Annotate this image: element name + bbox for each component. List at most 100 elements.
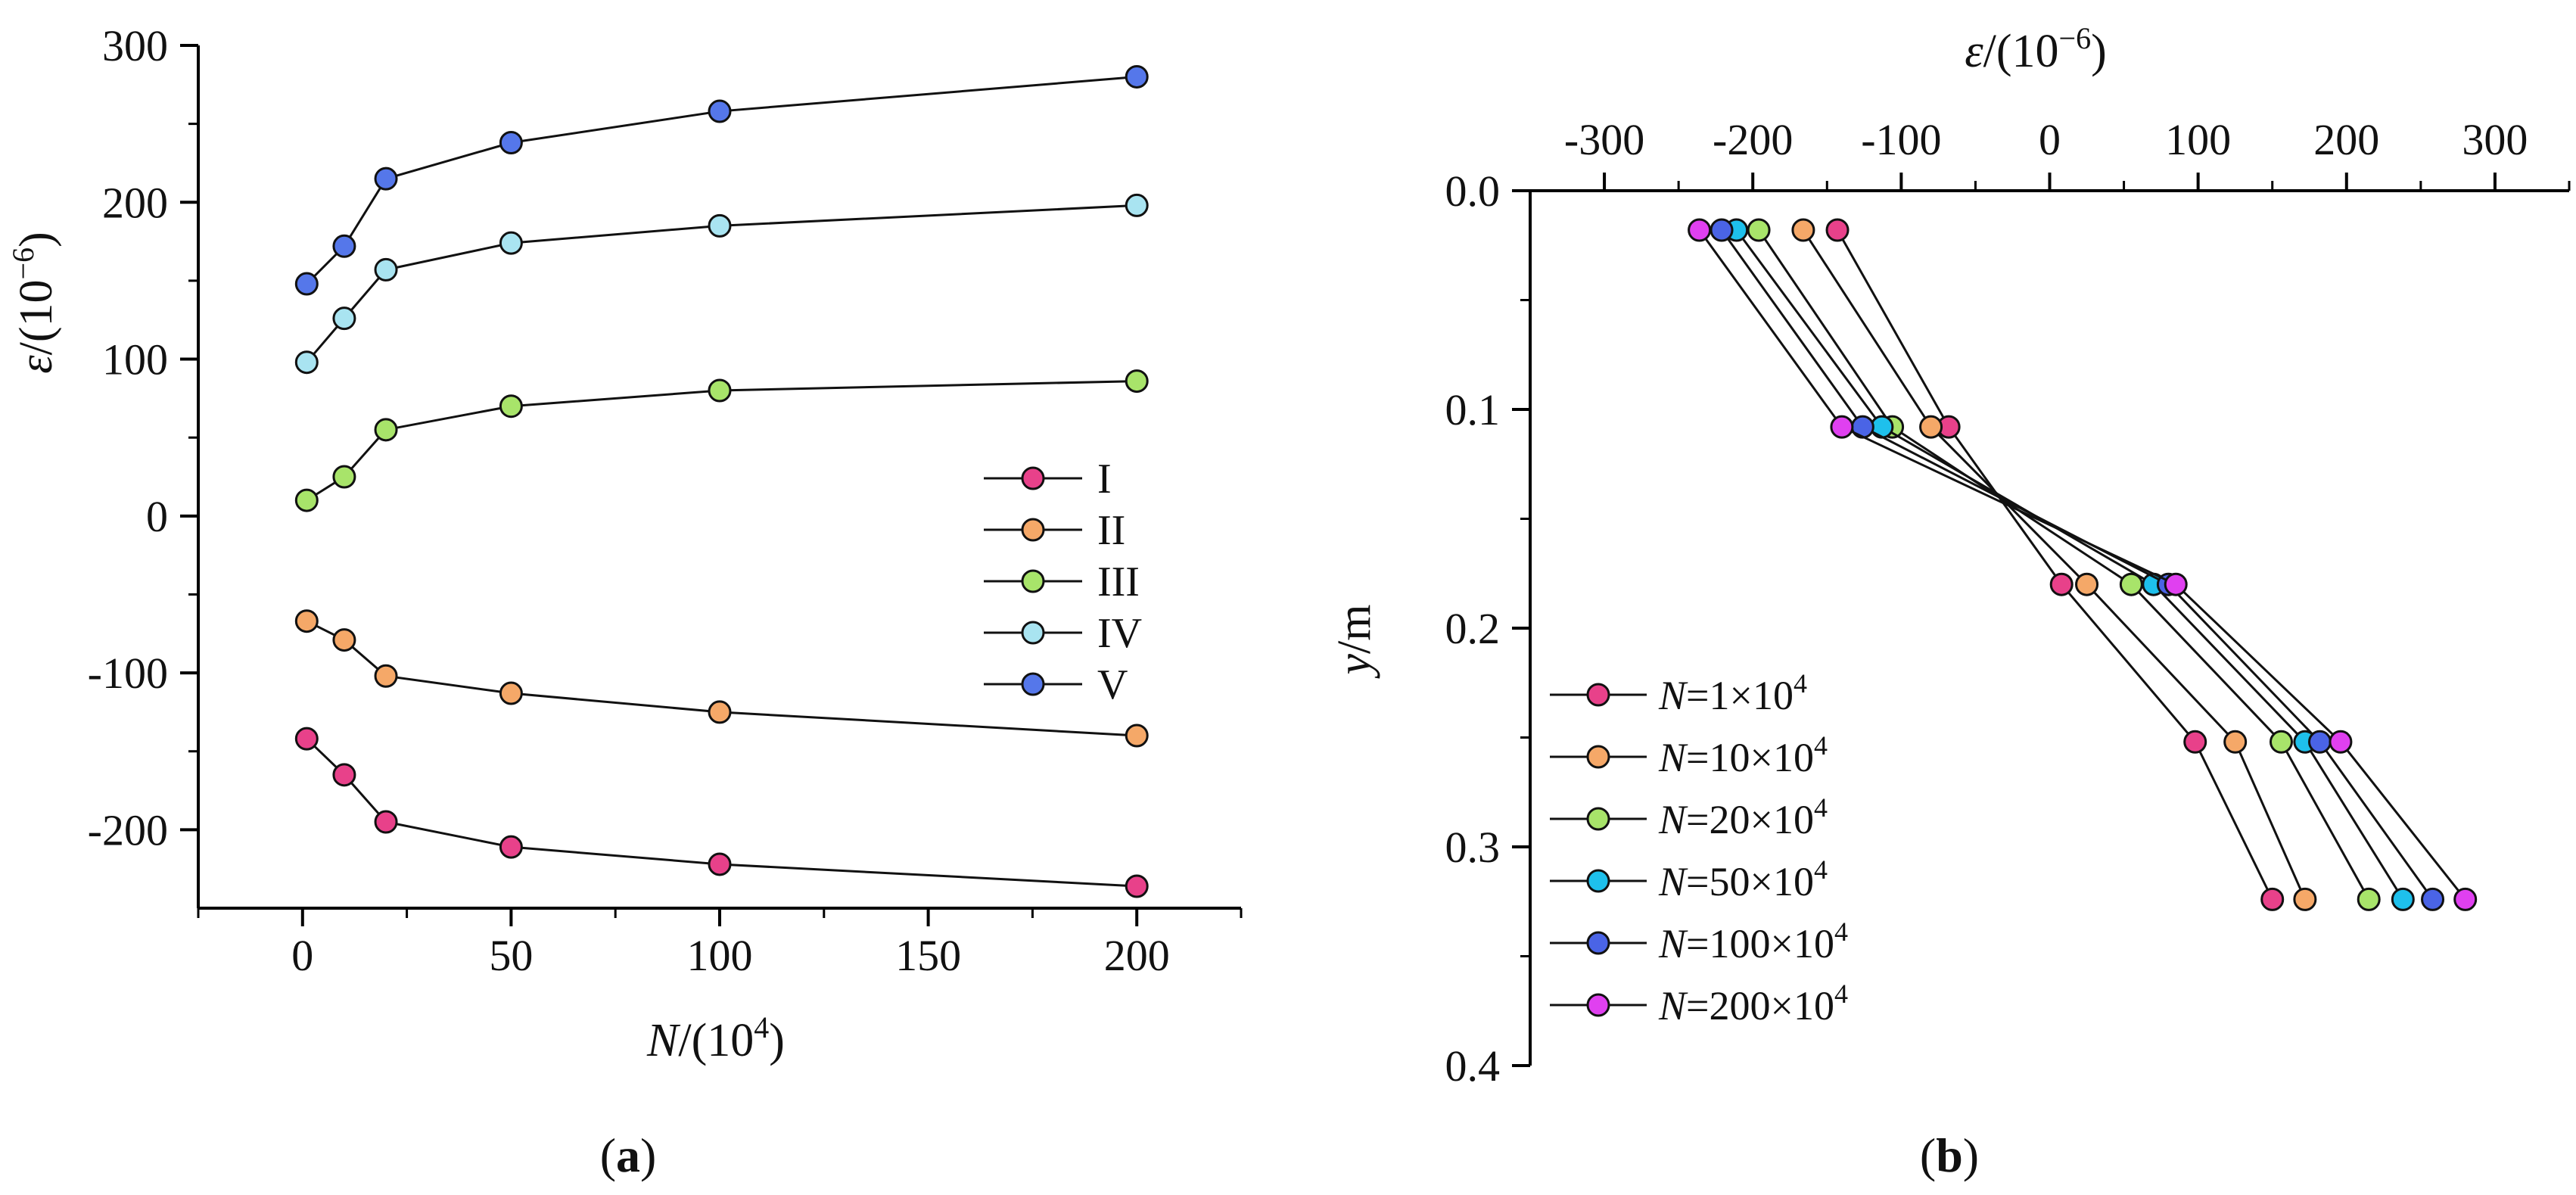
panel-a-legend-marker xyxy=(1021,518,1045,542)
panel-a-y-tick-label: -100 xyxy=(88,649,168,698)
panel-a-data-point xyxy=(499,231,523,255)
panel-a-legend-item: III xyxy=(984,559,1140,605)
panel-a-legend-label: III xyxy=(1097,559,1140,605)
panel-a-legend-label: IV xyxy=(1097,610,1142,657)
panel-a-xlabel-close: ) xyxy=(769,1015,785,1066)
panel-b-label-letter: b xyxy=(1936,1128,1963,1182)
panel-a-x-tick-label: 50 xyxy=(489,931,533,980)
panel-b-y-tick-label: 0.1 xyxy=(1445,385,1501,434)
panel-b-series-2 xyxy=(1791,218,2317,911)
panel-a-y-tick-label: 200 xyxy=(102,178,168,227)
panel-a-data-point xyxy=(374,664,398,688)
panel-b-x-tick-label: -300 xyxy=(1564,115,1644,164)
panel-a-data-point xyxy=(1125,193,1149,217)
panel-b-legend-marker xyxy=(1586,745,1610,769)
panel-b-series-6 xyxy=(1688,218,2478,911)
panel-a-data-point xyxy=(332,763,356,787)
panel-a-data-point xyxy=(374,810,398,834)
panel-a-data-point xyxy=(374,166,398,191)
panel-b-ylabel-var: y xyxy=(1329,653,1380,679)
panel-a-data-point xyxy=(708,700,732,724)
panel-b-legend-marker xyxy=(1586,683,1610,707)
panel-b-data-point xyxy=(2357,887,2381,911)
panel-b-xlabel-exp: −6 xyxy=(2059,21,2092,55)
panel-a-data-point xyxy=(1125,874,1149,898)
panel-a-data-point xyxy=(499,394,523,419)
panel-b-data-point xyxy=(2183,730,2207,754)
panel-b-chart: -300 -200 -100 0 100 200 300 0.0 0.1 0.2 0.3 0.4 N=… xyxy=(1329,21,2571,1182)
panel-a-ylabel-close: ) xyxy=(11,232,62,247)
panel-b-legend-label: N=50×104 xyxy=(1658,854,1828,904)
panel-a-x-tick-label: 0 xyxy=(291,931,313,980)
panel-b-xlabel-unit: /(10 xyxy=(1983,26,2059,77)
panel-a-data-point xyxy=(708,99,732,123)
panel-b-x-tick-label: 100 xyxy=(2165,115,2231,164)
panel-a-data-point xyxy=(1125,369,1149,394)
panel-b-xlabel-close: ) xyxy=(2091,26,2107,77)
panel-b-ticks: -300 -200 -100 0 100 200 300 0.0 0.1 0.2 0.3 0.4 xyxy=(1445,115,2571,1091)
panel-a-xlabel-var: N xyxy=(646,1015,681,1066)
panel-b-legend-label: N=100×104 xyxy=(1658,916,1848,966)
panel-b-y-tick-label: 0.3 xyxy=(1445,823,1501,872)
panel-a-label: (a) xyxy=(600,1128,657,1182)
panel-b-legend-marker xyxy=(1586,931,1610,955)
panel-a-ylabel-var: ε xyxy=(11,355,62,374)
panel-b-data-point xyxy=(1830,415,1854,439)
panel-b-data-point xyxy=(2329,730,2353,754)
panel-b-data-point xyxy=(2307,730,2332,754)
panel-a-xlabel-exp: 4 xyxy=(754,1010,769,1044)
panel-a-data-point xyxy=(1125,724,1149,748)
panel-b-x-tick-label: -100 xyxy=(1861,115,1941,164)
panel-b-legend-item: N=1×104 xyxy=(1550,668,1807,718)
panel-b-data-point xyxy=(2421,887,2445,911)
panel-a-data-point xyxy=(374,257,398,282)
panel-a-data-point xyxy=(294,609,319,633)
panel-b-series-line xyxy=(1720,229,2434,901)
panel-b-x-tick-label: 0 xyxy=(2039,115,2061,164)
panel-b-legend-item: N=100×104 xyxy=(1550,916,1848,966)
panel-a-legend-item: II xyxy=(984,507,1125,554)
panel-b-data-point xyxy=(1747,218,1771,242)
panel-b-series-line xyxy=(1735,229,2404,901)
panel-b-label: (b) xyxy=(1920,1128,1979,1182)
panel-a-legend-label: V xyxy=(1097,661,1128,708)
panel-b-legend-label: N=200×104 xyxy=(1658,979,1848,1029)
panel-b-legend-marker xyxy=(1586,807,1610,831)
panel-b-series-line xyxy=(1836,229,2274,901)
panel-a-legend-item: I xyxy=(984,456,1112,503)
panel-b-data-point xyxy=(2293,887,2317,911)
panel-b-legend-label: N=20×104 xyxy=(1658,792,1828,842)
panel-a-legend-marker xyxy=(1021,466,1045,490)
panel-b-y-tick-label: 0.4 xyxy=(1445,1041,1501,1091)
panel-a-ylabel: ε/(10−6) xyxy=(6,232,62,374)
panel-a-xlabel-unit: /(10 xyxy=(678,1015,754,1066)
panel-b-data-point xyxy=(1825,218,1850,242)
panel-a-data-point xyxy=(499,835,523,859)
panel-a-y-tick-label: 0 xyxy=(146,492,168,541)
panel-b-legend-item: N=200×104 xyxy=(1550,979,1848,1029)
panel-a-series-II xyxy=(294,609,1149,748)
panel-b-data-point xyxy=(2260,887,2285,911)
panel-a-series-III xyxy=(294,369,1149,512)
panel-b-series-line xyxy=(1802,229,2307,900)
panel-a-data-point xyxy=(708,852,732,876)
panel-b-y-tick-label: 0.0 xyxy=(1445,166,1501,216)
panel-a-data-point xyxy=(294,488,319,512)
panel-a-data-point xyxy=(294,272,319,296)
panel-b-data-point xyxy=(2453,887,2478,911)
panel-a-xlabel: N/(104) xyxy=(646,1010,785,1066)
panel-a-data-point xyxy=(499,131,523,155)
panel-a-y-tick-label: -200 xyxy=(88,805,168,854)
panel-a-data-point xyxy=(294,727,319,751)
panel-a-data-point xyxy=(332,465,356,489)
panel-b-series-3 xyxy=(1747,218,2381,911)
panel-b-x-tick-label: -200 xyxy=(1713,115,1793,164)
panel-b-data-point xyxy=(2391,887,2415,911)
panel-a-data-point xyxy=(1125,64,1149,89)
panel-a-label-letter: a xyxy=(616,1128,640,1182)
panel-b-data-point xyxy=(1791,218,1815,242)
panel-a-legend-label: II xyxy=(1097,507,1125,554)
panel-b-xlabel: ε/(10−6) xyxy=(1965,21,2107,77)
